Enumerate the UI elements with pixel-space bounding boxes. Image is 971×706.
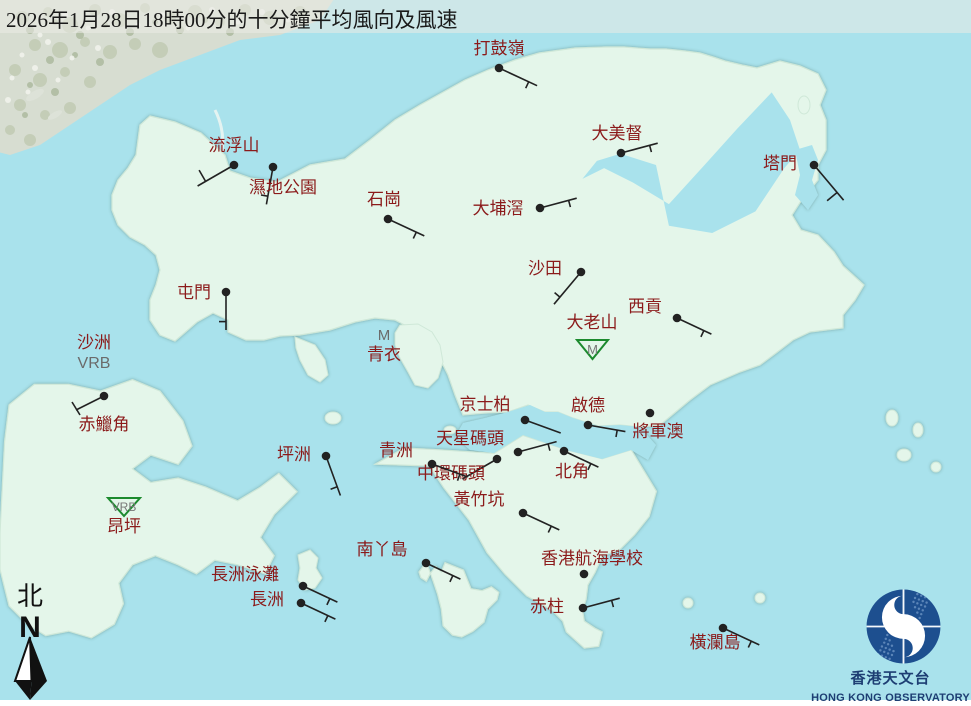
svg-text:黃竹坑: 黃竹坑 xyxy=(454,490,505,509)
svg-text:打鼓嶺: 打鼓嶺 xyxy=(474,39,525,58)
svg-text:坪洲: 坪洲 xyxy=(277,445,311,464)
svg-text:南丫島: 南丫島 xyxy=(357,540,408,559)
svg-text:橫瀾島: 橫瀾島 xyxy=(690,633,741,652)
svg-text:M: M xyxy=(587,342,598,357)
svg-text:昂坪: 昂坪 xyxy=(107,517,141,536)
svg-text:沙洲: 沙洲 xyxy=(77,333,111,352)
svg-text:長洲泳灘: 長洲泳灘 xyxy=(211,565,279,584)
svg-text:大老山: 大老山 xyxy=(567,313,618,332)
svg-text:塔門: 塔門 xyxy=(763,154,797,173)
svg-text:北: 北 xyxy=(17,582,43,611)
svg-text:長洲: 長洲 xyxy=(250,590,284,609)
svg-text:北角: 北角 xyxy=(555,462,589,481)
svg-text:大美督: 大美督 xyxy=(592,124,643,143)
svg-text:啟德: 啟德 xyxy=(571,396,605,415)
svg-text:將軍澳: 將軍澳 xyxy=(633,422,684,441)
svg-text:青洲: 青洲 xyxy=(379,441,413,460)
svg-text:濕地公園: 濕地公園 xyxy=(249,178,317,197)
svg-text:香港航海學校: 香港航海學校 xyxy=(541,549,643,568)
svg-text:青衣: 青衣 xyxy=(367,345,401,364)
svg-text:M: M xyxy=(378,327,391,344)
svg-text:天星碼頭: 天星碼頭 xyxy=(436,429,504,448)
svg-text:沙田: 沙田 xyxy=(528,259,562,278)
svg-text:大埔滘: 大埔滘 xyxy=(473,199,524,218)
svg-text:京士柏: 京士柏 xyxy=(460,395,511,414)
svg-text:赤鱲角: 赤鱲角 xyxy=(79,415,130,434)
svg-text:西貢: 西貢 xyxy=(628,297,662,316)
svg-text:石崗: 石崗 xyxy=(367,190,401,209)
svg-text:VRB: VRB xyxy=(112,500,137,514)
svg-text:中環碼頭: 中環碼頭 xyxy=(417,464,485,483)
svg-text:VRB: VRB xyxy=(78,355,111,372)
svg-text:赤柱: 赤柱 xyxy=(530,597,564,616)
svg-text:屯門: 屯門 xyxy=(177,283,211,302)
svg-text:流浮山: 流浮山 xyxy=(209,136,260,155)
